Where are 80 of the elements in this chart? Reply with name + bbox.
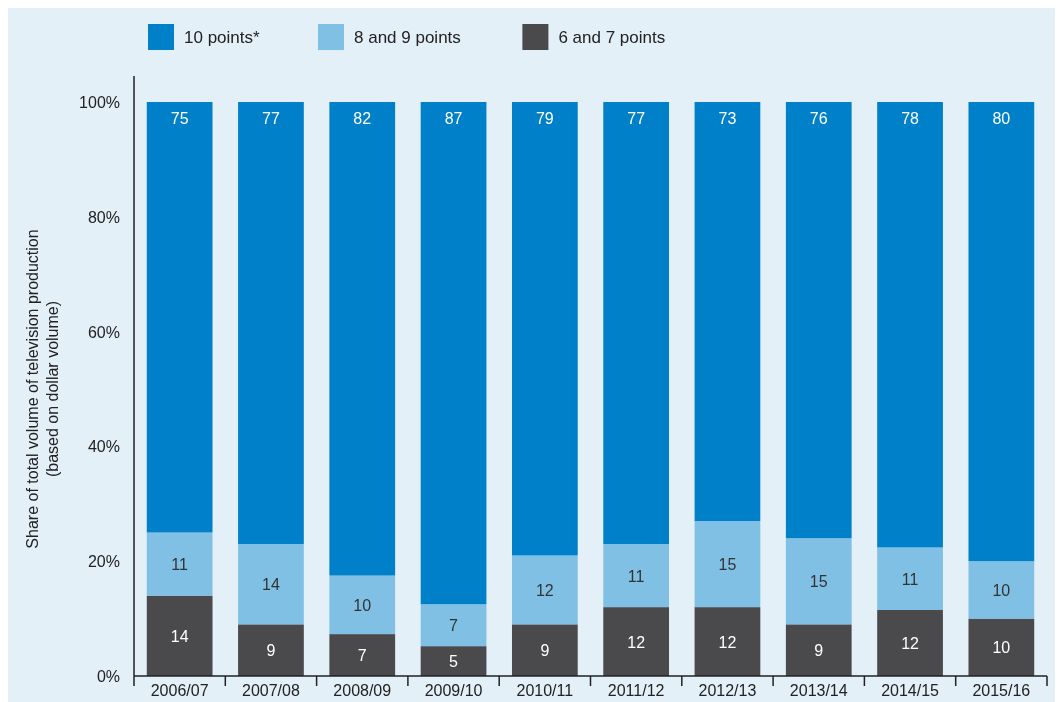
- data-label: 9: [266, 642, 276, 660]
- x-tick-label: 2014/15: [881, 682, 940, 699]
- data-label: 10: [353, 596, 372, 614]
- bar: [146, 532, 213, 596]
- data-label: 11: [627, 567, 645, 585]
- data-label: 14: [262, 576, 280, 594]
- bar: [785, 624, 852, 676]
- data-label: 9: [814, 642, 824, 660]
- bar: [238, 624, 304, 676]
- bar: [694, 521, 761, 608]
- bar: [785, 102, 852, 539]
- data-label: 15: [809, 573, 828, 591]
- data-label: 77: [262, 110, 280, 127]
- legend-label: 10 points*: [184, 28, 260, 47]
- data-label: 12: [627, 633, 646, 651]
- data-label: 7: [357, 647, 367, 665]
- bar: [238, 102, 304, 544]
- data-label: 10: [992, 581, 1011, 599]
- x-tick-label: 2008/09: [333, 682, 392, 699]
- data-label: 15: [718, 556, 737, 574]
- bar: [603, 102, 670, 544]
- data-label: 7: [449, 617, 459, 635]
- data-label: 73: [718, 110, 737, 127]
- bar: [694, 102, 761, 522]
- bar: [785, 538, 852, 625]
- y-tick-label: 40%: [87, 438, 120, 456]
- bar: [329, 575, 396, 635]
- data-label: 11: [171, 556, 189, 574]
- x-tick-label: 2009/10: [424, 682, 483, 699]
- data-label: 12: [718, 633, 737, 651]
- bar: [694, 607, 761, 676]
- y-axis-title: Share of total volume of television production (based on dollar volume): [24, 229, 61, 549]
- bar: [238, 543, 304, 625]
- y-tick-label: 20%: [87, 553, 120, 571]
- bar: [968, 102, 1035, 562]
- bar: [511, 624, 578, 676]
- y-tick-label: 100%: [79, 94, 120, 111]
- data-label: 12: [535, 581, 554, 599]
- data-label: 11: [901, 570, 919, 588]
- bar: [603, 607, 670, 676]
- data-label: 82: [353, 110, 372, 127]
- data-label: 76: [809, 110, 828, 127]
- data-label: 80: [992, 110, 1011, 127]
- data-label: 79: [535, 110, 554, 127]
- y-tick-label: 80%: [87, 208, 120, 226]
- x-tick-label: 2006/07: [150, 682, 209, 699]
- legend-label: 8 and 9 points: [354, 28, 461, 47]
- x-tick-label: 2015/16: [972, 682, 1031, 699]
- bar: [420, 604, 487, 647]
- bar: [329, 634, 396, 676]
- bar: [420, 102, 487, 605]
- y-tick-label: 0%: [96, 668, 120, 685]
- data-label: 14: [170, 627, 189, 645]
- bar: [511, 555, 578, 625]
- data-label: 75: [170, 110, 189, 127]
- data-label: 5: [449, 653, 459, 671]
- bar: [420, 646, 487, 676]
- bar: [877, 609, 943, 676]
- bar: [511, 102, 578, 556]
- bar: [968, 561, 1035, 619]
- bar: [146, 102, 213, 533]
- data-label: 77: [627, 110, 646, 127]
- data-label: 10: [992, 639, 1011, 657]
- legend-label: 6 and 7 points: [558, 28, 666, 47]
- bar: [877, 102, 943, 548]
- bar: [968, 618, 1035, 676]
- y-tick-label: 60%: [87, 323, 120, 341]
- data-label: 78: [901, 110, 920, 127]
- data-label: 87: [444, 110, 463, 127]
- data-label: 9: [540, 642, 550, 660]
- x-tick-label: 2007/08: [242, 682, 300, 699]
- x-tick-label: 2011/12: [607, 682, 665, 699]
- x-tick-label: 2012/13: [698, 682, 757, 699]
- bar: [603, 543, 670, 608]
- x-tick-label: 2013/14: [789, 682, 848, 699]
- data-label: 12: [901, 634, 920, 652]
- bar: [877, 547, 943, 610]
- x-tick-label: 2010/11: [516, 682, 574, 699]
- bar: [146, 595, 213, 676]
- bar: [329, 102, 396, 576]
